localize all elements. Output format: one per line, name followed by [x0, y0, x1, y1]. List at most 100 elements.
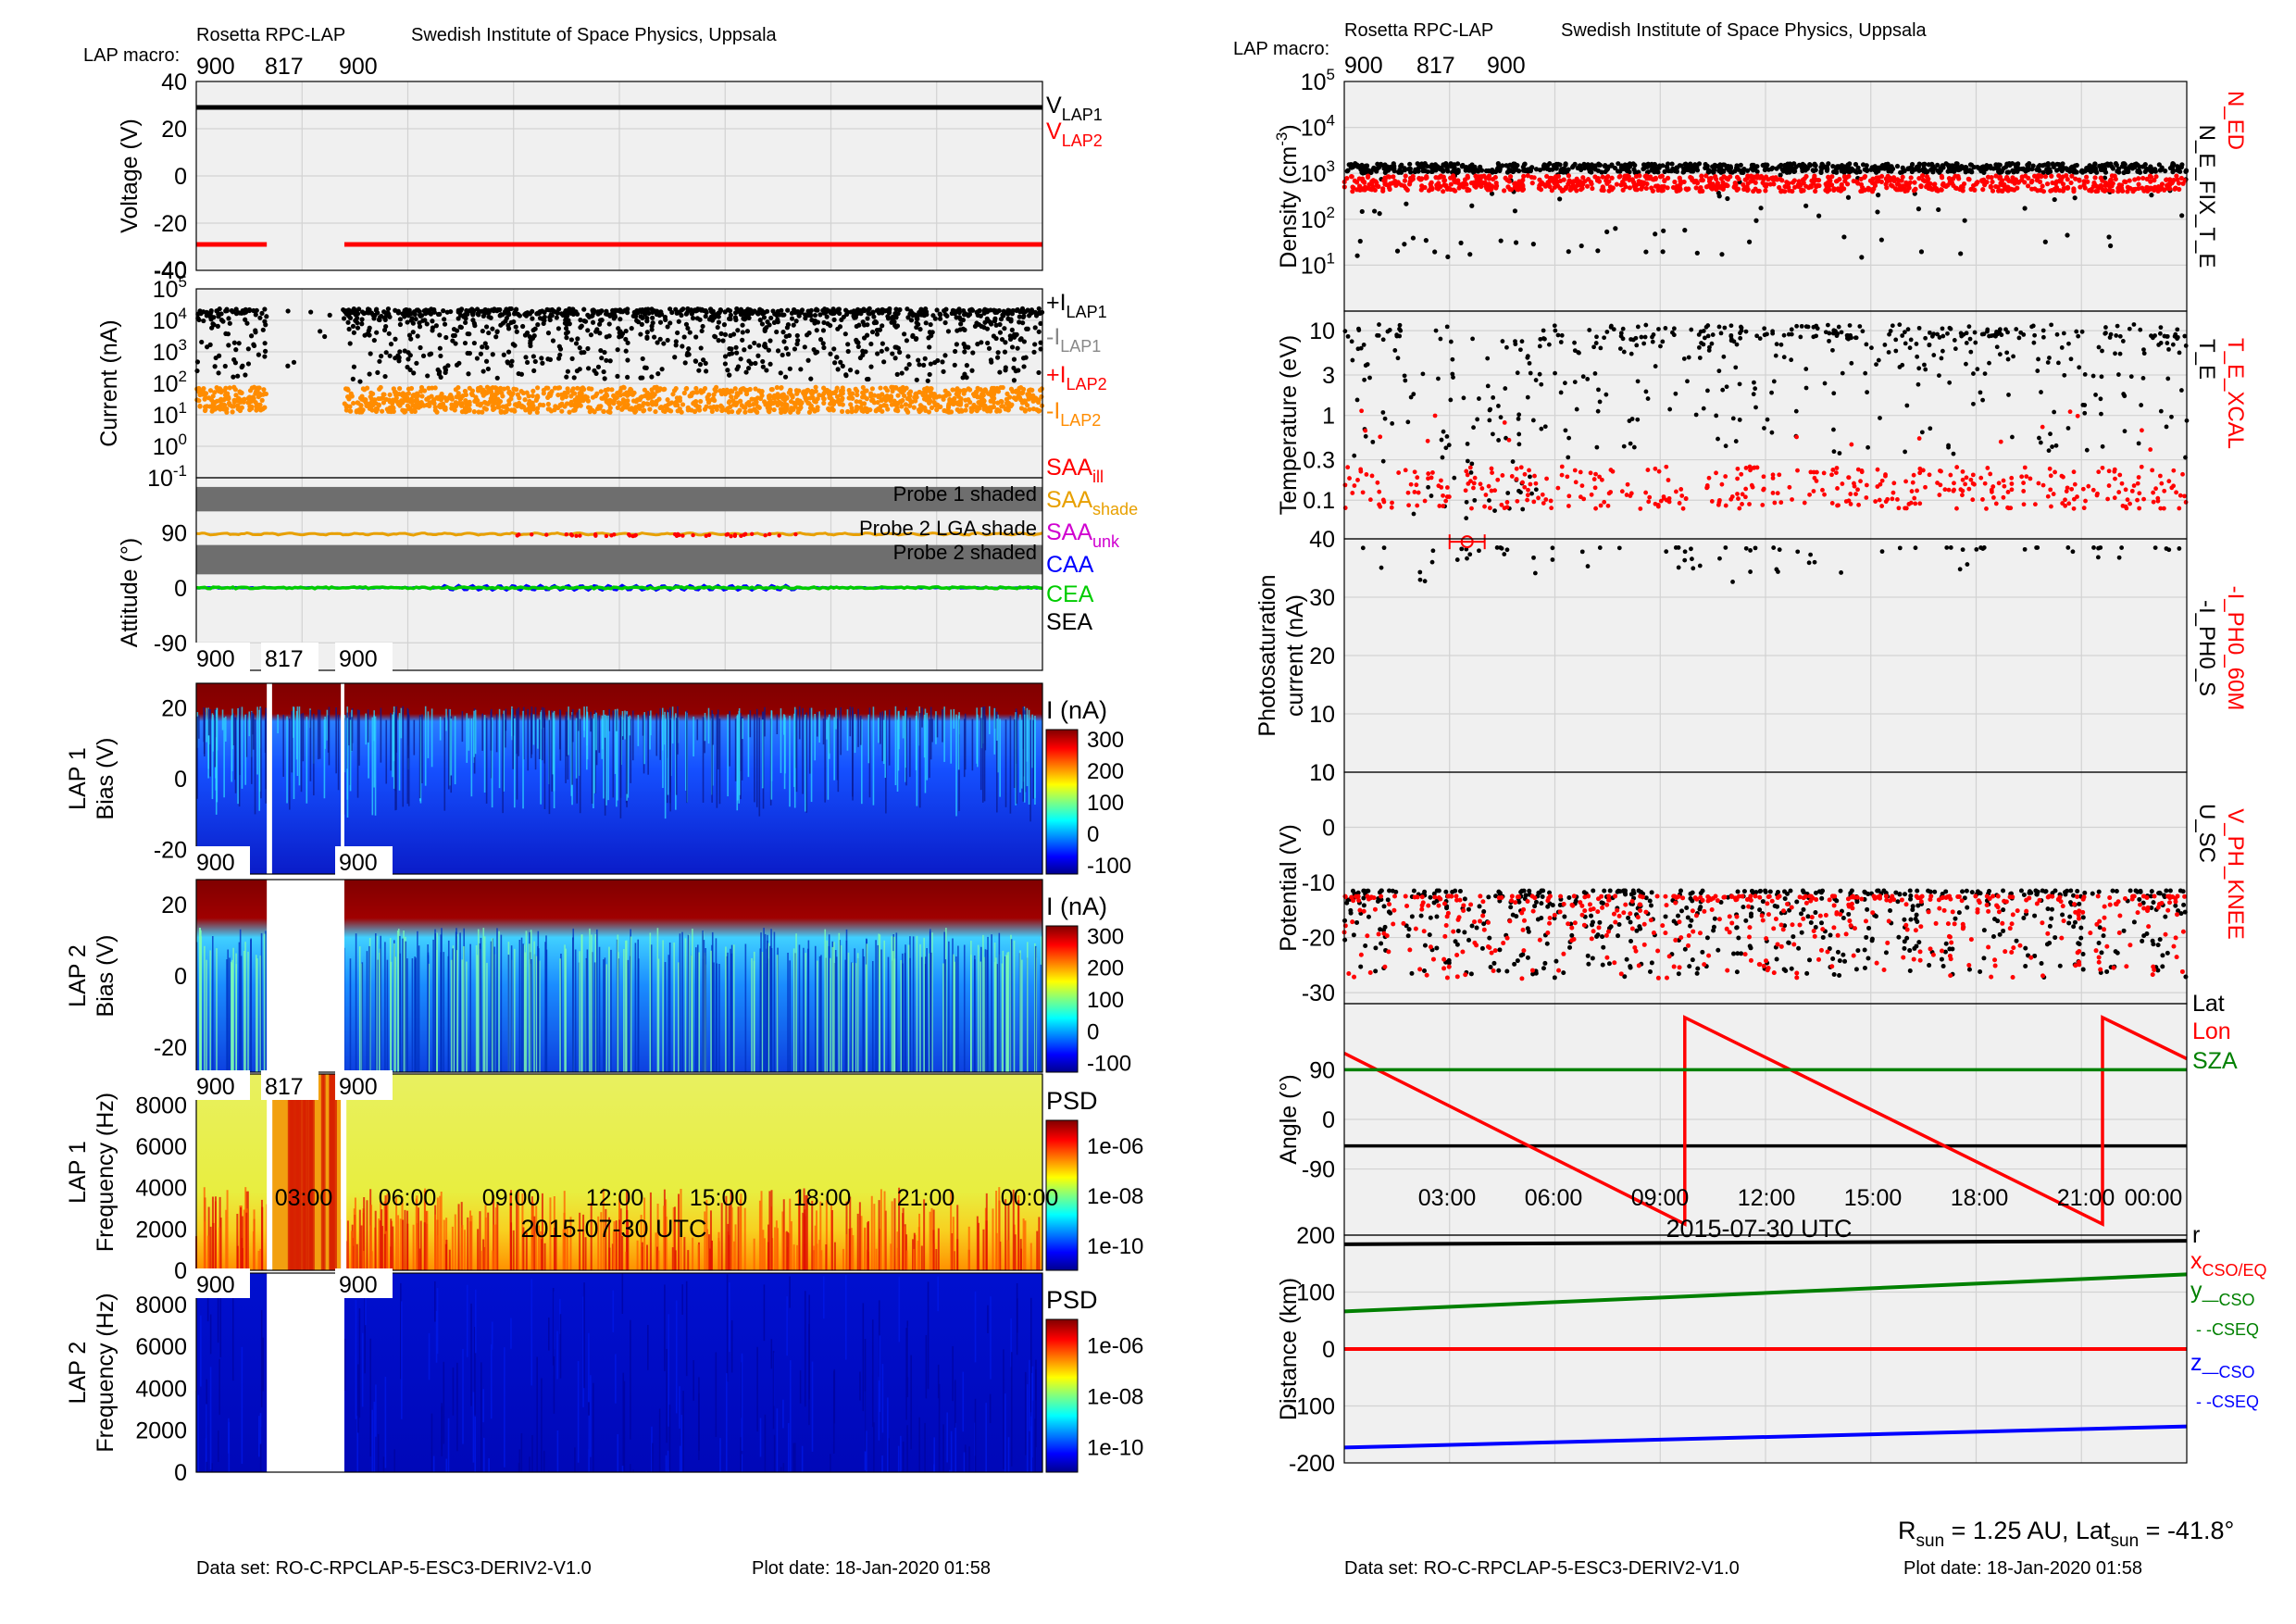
- current-lap2-point: [964, 403, 969, 408]
- current-lap1-point: [505, 349, 512, 355]
- current-lap1-point: [689, 311, 694, 317]
- current-lap2-point: [1031, 396, 1038, 402]
- current-lap1-point: [441, 308, 446, 314]
- density-nefix-point: [1402, 242, 1407, 247]
- current-lap1-point: [761, 315, 767, 320]
- current-lap1-point: [208, 308, 214, 314]
- current-lap2-point: [855, 392, 860, 398]
- current-lap2-point: [945, 405, 952, 410]
- current-lap2-point: [367, 406, 372, 411]
- current-lap1-point: [1005, 311, 1011, 317]
- current-lap1-point: [905, 354, 911, 359]
- current-lap1-point: [852, 315, 857, 320]
- current-lap2-point: [900, 397, 905, 404]
- current-lap2-point: [362, 387, 368, 393]
- current-lap2-point: [1004, 391, 1010, 396]
- current-lap1-point: [777, 312, 782, 318]
- current-lap2-point: [630, 398, 637, 404]
- current-lap2-point: [434, 394, 440, 400]
- current-lap1-point: [450, 338, 455, 344]
- current-lap1-point: [397, 349, 403, 355]
- current-lap1-point: [802, 344, 807, 350]
- current-lap2-point: [454, 394, 459, 400]
- current-lap2-point: [968, 406, 974, 411]
- current-lap1-point: [820, 328, 827, 333]
- current-lap1-point: [669, 309, 675, 316]
- current-lap1-point: [715, 324, 720, 331]
- current-lap2-point: [798, 402, 804, 407]
- current-lap1-point: [699, 328, 705, 334]
- current-lap2-point: [601, 408, 606, 414]
- density-nefix-point: [1410, 235, 1416, 241]
- current-lap1-point: [843, 373, 849, 379]
- current-lap1-point: [577, 345, 582, 351]
- current-lap1-point: [951, 309, 956, 315]
- current-lap2-point: [528, 401, 533, 406]
- current-lap1-point: [475, 311, 480, 317]
- current-lap2-point: [541, 402, 546, 408]
- current-lap1-point: [753, 360, 758, 366]
- density-nefix-point: [2065, 232, 2070, 238]
- current-lap1-point: [606, 321, 612, 327]
- current-lap1-point: [1036, 310, 1042, 316]
- current-lap2-point: [357, 408, 364, 414]
- current-lap2-point: [738, 398, 743, 404]
- current-lap1-point: [565, 369, 570, 374]
- current-lap1-point: [470, 318, 476, 323]
- current-lap1-point: [906, 362, 912, 368]
- current-lap1-point: [732, 315, 739, 320]
- current-lap2-point: [868, 397, 875, 404]
- current-lap2-point: [869, 386, 875, 392]
- current-lap1-point: [880, 323, 885, 329]
- current-lap2-point: [883, 395, 890, 401]
- current-lap1-point: [308, 309, 314, 315]
- density-nefix-point: [2086, 167, 2091, 173]
- current-lap2-point: [834, 394, 841, 400]
- current-lap2-point: [693, 385, 699, 392]
- current-lap2-point: [681, 390, 687, 396]
- current-lap1-point: [893, 344, 900, 350]
- current-lap1-point: [649, 327, 655, 332]
- current-lap1-point: [382, 317, 388, 323]
- current-lap1-point: [673, 343, 679, 348]
- current-lap1-point: [262, 341, 268, 346]
- current-lap1-point: [403, 307, 408, 313]
- current-lap2-point: [231, 384, 237, 390]
- current-lap1-point: [793, 319, 799, 324]
- current-lap2-point: [848, 402, 854, 407]
- current-lap1-point: [488, 315, 493, 320]
- current-lap1-point: [775, 348, 781, 354]
- current-lap1-point: [940, 359, 945, 365]
- current-lap2-point: [402, 409, 407, 415]
- current-lap1-point: [734, 367, 740, 372]
- current-lap2-point: [512, 402, 518, 407]
- current-lap1-point: [1025, 307, 1030, 313]
- current-lap1-point: [766, 347, 771, 353]
- current-lap1-point: [831, 317, 837, 322]
- current-lap2-point: [620, 405, 626, 411]
- current-lap2-point: [693, 398, 699, 405]
- current-lap1-point: [759, 321, 766, 327]
- density-nefix-point: [1894, 163, 1901, 169]
- current-lap1-point: [745, 307, 751, 313]
- current-lap1-point: [397, 317, 404, 322]
- current-lap1-point: [285, 308, 291, 314]
- current-lap1-point: [840, 363, 845, 369]
- current-lap2-point: [673, 385, 679, 392]
- current-lap1-point: [375, 310, 381, 316]
- current-lap2-point: [878, 385, 883, 391]
- current-lap1-point: [893, 315, 899, 320]
- current-lap1-point: [377, 315, 383, 320]
- current-lap1-point: [199, 339, 205, 345]
- current-lap2-point: [575, 385, 580, 391]
- density-nefix-point: [1722, 162, 1728, 168]
- current-lap2-point: [874, 407, 880, 413]
- current-lap2-point: [568, 394, 574, 399]
- current-lap2-point: [958, 407, 964, 413]
- current-lap1-point: [890, 317, 895, 322]
- current-lap1-point: [893, 306, 899, 312]
- density-nefix-point: [1875, 209, 1880, 215]
- current-lap1-point: [417, 324, 423, 330]
- attitude-saa-ill-point: [604, 533, 609, 539]
- current-lap2-point: [397, 386, 403, 392]
